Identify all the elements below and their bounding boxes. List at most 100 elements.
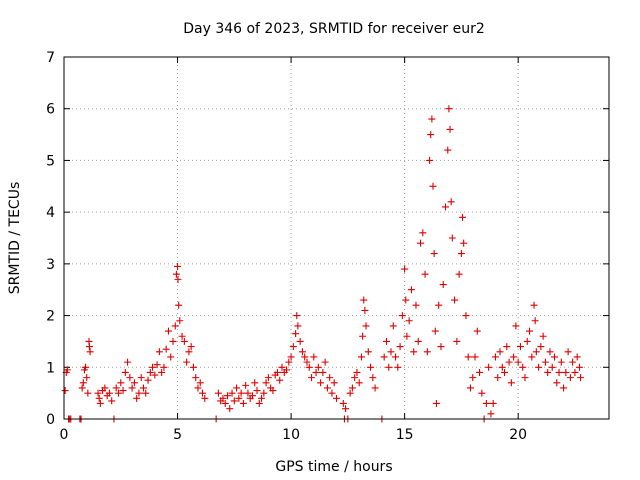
data-point	[431, 327, 439, 335]
data-point	[149, 363, 157, 371]
data-point	[364, 348, 372, 356]
data-point	[555, 368, 563, 376]
data-point	[158, 368, 166, 376]
data-point	[551, 353, 558, 361]
data-point	[537, 343, 545, 351]
data-point	[489, 399, 497, 407]
data-point	[178, 332, 186, 340]
data-point	[539, 332, 547, 340]
data-point	[308, 374, 316, 382]
data-point	[466, 384, 474, 392]
data-point	[239, 399, 247, 407]
data-point	[187, 343, 195, 351]
data-point	[133, 394, 141, 402]
data-point	[175, 301, 183, 309]
data-point	[172, 270, 180, 278]
data-point	[292, 330, 300, 338]
data-point	[130, 379, 138, 387]
data-point	[514, 358, 522, 366]
data-point	[360, 296, 368, 304]
data-point	[242, 381, 250, 389]
data-point	[426, 156, 434, 164]
data-point	[233, 384, 241, 392]
data-point	[85, 343, 93, 351]
data-point	[321, 358, 329, 366]
data-point	[455, 270, 463, 278]
data-point	[444, 146, 452, 154]
data-point	[219, 394, 227, 402]
data-point	[429, 182, 437, 190]
x-tick-label: 5	[173, 427, 182, 443]
x-axis-ticks: 0 5 10 15 20	[60, 57, 527, 443]
data-point	[176, 317, 184, 325]
data-point	[382, 337, 390, 345]
data-point	[505, 358, 513, 366]
data-point	[199, 389, 207, 397]
data-point	[369, 374, 377, 382]
data-point	[387, 348, 395, 356]
data-point	[262, 379, 270, 387]
data-point	[412, 301, 420, 309]
data-point	[494, 374, 502, 382]
data-point	[532, 348, 540, 356]
x-tick-label: 10	[282, 427, 300, 443]
data-point	[459, 213, 467, 221]
data-point	[119, 387, 127, 395]
data-point	[126, 374, 134, 382]
data-point	[174, 262, 182, 270]
data-point	[371, 384, 379, 392]
data-point	[414, 337, 422, 345]
data-point	[169, 337, 177, 345]
data-point	[124, 358, 132, 366]
data-point	[139, 384, 147, 392]
data-point	[498, 363, 506, 371]
data-point	[448, 234, 456, 242]
data-point	[392, 353, 400, 361]
data-point	[512, 322, 520, 330]
y-tick-label: 6	[46, 102, 55, 118]
data-point	[312, 368, 320, 376]
data-point	[112, 384, 120, 392]
data-point	[469, 374, 477, 382]
plot-frame	[63, 56, 610, 420]
grid-lines	[64, 57, 609, 419]
data-point	[137, 374, 145, 382]
data-point	[174, 275, 182, 283]
data-point	[328, 389, 336, 397]
y-axis-label: SRMTID / TECUs	[7, 182, 23, 295]
data-point	[269, 387, 277, 395]
x-axis-label: GPS time / hours	[275, 459, 392, 475]
data-point	[516, 343, 524, 351]
data-point	[403, 332, 411, 340]
data-point	[264, 374, 272, 382]
data-point	[417, 239, 425, 247]
data-point	[278, 363, 286, 371]
y-tick-label: 7	[46, 50, 55, 66]
data-point	[201, 394, 209, 402]
data-point	[248, 392, 256, 400]
data-point	[79, 379, 87, 387]
data-point	[95, 394, 103, 402]
y-tick-label: 5	[46, 153, 55, 169]
data-point	[333, 394, 340, 402]
data-point	[367, 363, 375, 371]
data-point	[439, 281, 447, 289]
data-point	[546, 348, 554, 356]
data-point	[564, 348, 572, 356]
data-point	[244, 389, 252, 397]
data-point	[283, 366, 291, 374]
data-point	[460, 239, 468, 247]
data-point	[557, 358, 565, 366]
data-point	[531, 317, 539, 325]
data-point	[402, 296, 410, 304]
data-point	[167, 353, 175, 361]
data-point	[237, 389, 245, 397]
data-point	[437, 343, 445, 351]
data-point	[301, 353, 309, 361]
data-point	[194, 384, 202, 392]
data-point	[553, 379, 561, 387]
data-point	[117, 379, 125, 387]
data-point	[442, 203, 449, 211]
data-point	[253, 387, 261, 395]
